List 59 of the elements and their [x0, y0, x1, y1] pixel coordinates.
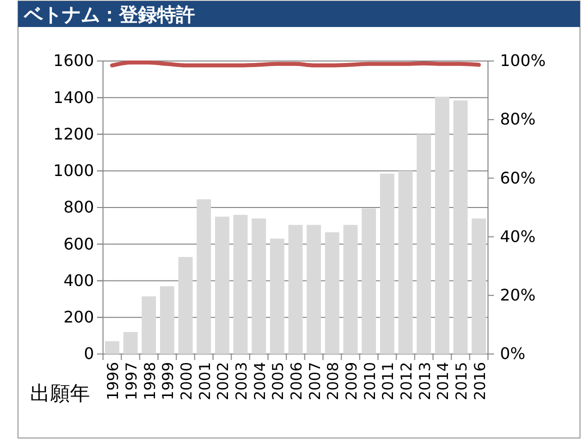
y-tick-label: 1200	[53, 124, 94, 144]
y-tick-label: 1000	[53, 160, 94, 180]
y-tick-label: 400	[63, 270, 94, 290]
y-tick-label: 600	[63, 234, 94, 254]
x-tick-label: 2006	[288, 362, 306, 400]
x-tick-label: 1996	[104, 362, 122, 400]
bar	[416, 134, 431, 354]
x-tick-label: 2008	[324, 362, 342, 400]
y2-tick-label: 40%	[500, 226, 536, 246]
bar	[233, 214, 248, 354]
y2-tick-label: 100%	[500, 51, 546, 70]
bar	[142, 296, 156, 354]
x-tick-label: 2012	[398, 362, 416, 400]
x-tick-label: 1999	[159, 362, 178, 400]
y2-tick-label: 20%	[500, 286, 536, 305]
bar	[343, 224, 358, 354]
x-tick-label: 2010	[360, 362, 379, 400]
x-tick-label: 1997	[122, 362, 140, 400]
bar	[160, 286, 174, 354]
bar	[252, 218, 266, 354]
x-tick-label: 2014	[434, 362, 452, 400]
y-tick-label: 800	[63, 198, 94, 217]
x-tick-label: 2015	[452, 362, 470, 400]
bar	[178, 256, 193, 354]
x-tick-label: 2001	[196, 362, 214, 400]
bar	[123, 332, 138, 354]
y2-tick-label: 0%	[500, 344, 526, 364]
x-tick-label: 2009	[342, 362, 360, 400]
x-tick-label: 2004	[250, 362, 269, 400]
chart-title: ベトナム：登録特許	[23, 4, 195, 26]
bar	[215, 216, 230, 354]
y2-tick-label: 80%	[500, 110, 536, 129]
bar	[196, 199, 211, 354]
x-axis-title: 出願年	[30, 381, 90, 405]
bar	[288, 224, 303, 354]
bar	[380, 174, 394, 354]
x-tick-label: 2016	[470, 362, 489, 400]
y-tick-label: 200	[63, 307, 94, 326]
x-tick-label: 2011	[379, 362, 398, 400]
x-tick-label: 2000	[178, 362, 196, 400]
x-tick-label: 2007	[306, 362, 324, 400]
bar	[362, 208, 376, 354]
x-tick-label: 2013	[416, 362, 434, 400]
bar	[435, 96, 450, 354]
bar	[398, 170, 413, 354]
x-tick-label: 1998	[140, 362, 159, 400]
y-tick-label: 1600	[53, 51, 94, 70]
x-tick-label: 2005	[269, 362, 288, 400]
x-tick-label: 2003	[232, 362, 250, 400]
y-tick-label: 0	[84, 344, 94, 364]
y-tick-label: 1400	[53, 88, 94, 107]
bar	[453, 100, 468, 354]
y2-tick-label: 60%	[500, 168, 536, 188]
x-tick-label: 2002	[214, 362, 232, 400]
bar	[105, 341, 120, 354]
bar	[472, 218, 486, 354]
bar	[306, 224, 321, 354]
bar	[325, 232, 340, 354]
bar	[270, 238, 284, 354]
